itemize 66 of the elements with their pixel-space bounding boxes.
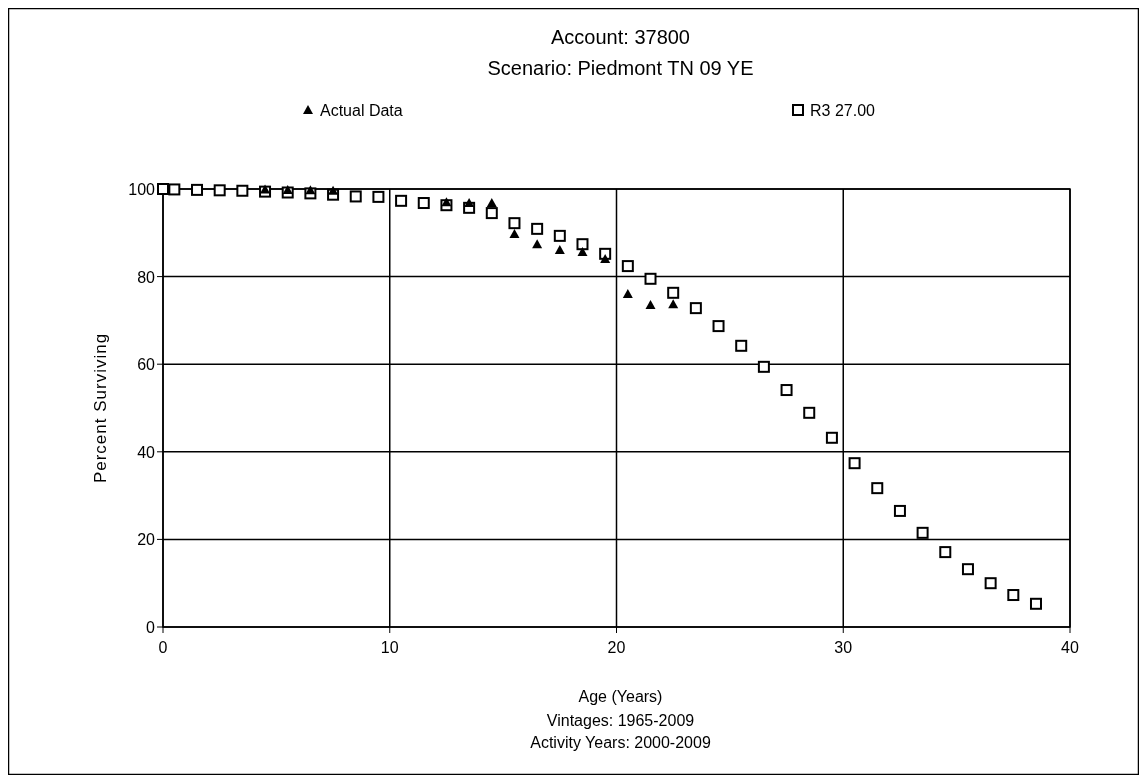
point — [213, 184, 226, 197]
point — [349, 190, 362, 203]
text: Vintages: 1965-2009 — [546, 712, 695, 729]
point — [803, 406, 816, 419]
point — [916, 526, 929, 539]
point — [531, 222, 544, 235]
point — [395, 194, 408, 207]
y-tick-label: 100 — [128, 181, 156, 198]
point — [668, 299, 679, 309]
x-tick-label: 0 — [158, 639, 168, 656]
point — [780, 384, 793, 397]
point — [508, 217, 521, 230]
point — [328, 185, 339, 195]
point — [622, 289, 633, 299]
point — [441, 197, 452, 207]
point — [464, 198, 475, 208]
point — [961, 563, 974, 576]
text: Activity Years: 2000-2009 — [530, 734, 711, 751]
point — [645, 300, 656, 310]
point — [984, 577, 997, 590]
point — [554, 244, 565, 254]
y-tick-label: 80 — [137, 268, 156, 286]
point — [485, 207, 498, 220]
x-tick-label: 30 — [834, 639, 853, 656]
chart-title: Account: 37800 — [551, 26, 690, 48]
point — [689, 302, 702, 315]
point — [372, 190, 385, 203]
point — [532, 239, 543, 249]
point — [282, 184, 293, 194]
point — [1007, 589, 1020, 602]
point — [825, 431, 838, 444]
x-axis-title: Age (Years) — [578, 688, 663, 705]
point — [600, 254, 611, 264]
point — [757, 360, 770, 373]
point — [168, 183, 181, 196]
point — [577, 247, 588, 257]
point — [667, 286, 680, 299]
point — [576, 238, 589, 251]
chart-subtitle: Scenario: Piedmont TN 09 YE — [487, 57, 754, 79]
y-tick-label: 20 — [137, 531, 156, 549]
point — [939, 546, 952, 559]
x-tick-label: 40 — [1061, 639, 1079, 656]
point — [305, 185, 316, 195]
point — [236, 184, 249, 197]
point — [486, 198, 497, 208]
legend-label: Actual Data — [320, 102, 403, 119]
point — [712, 320, 725, 333]
point — [417, 197, 430, 210]
point — [848, 457, 861, 470]
legend-label: R3 27.00 — [810, 102, 876, 119]
x-tick-label: 10 — [380, 639, 399, 656]
point — [871, 482, 884, 495]
y-tick-label: 0 — [146, 619, 156, 636]
x-tick-label: 20 — [607, 639, 626, 656]
point — [735, 339, 748, 352]
point — [191, 183, 204, 196]
y-tick-label: 60 — [137, 356, 156, 374]
point — [553, 229, 566, 242]
point — [509, 229, 520, 239]
point — [644, 272, 657, 285]
point — [621, 260, 634, 273]
point — [157, 183, 169, 195]
point — [893, 504, 906, 517]
y-tick-label: 40 — [137, 443, 156, 461]
y-axis-title: Percent Surviving — [91, 332, 110, 484]
point — [1029, 597, 1042, 610]
